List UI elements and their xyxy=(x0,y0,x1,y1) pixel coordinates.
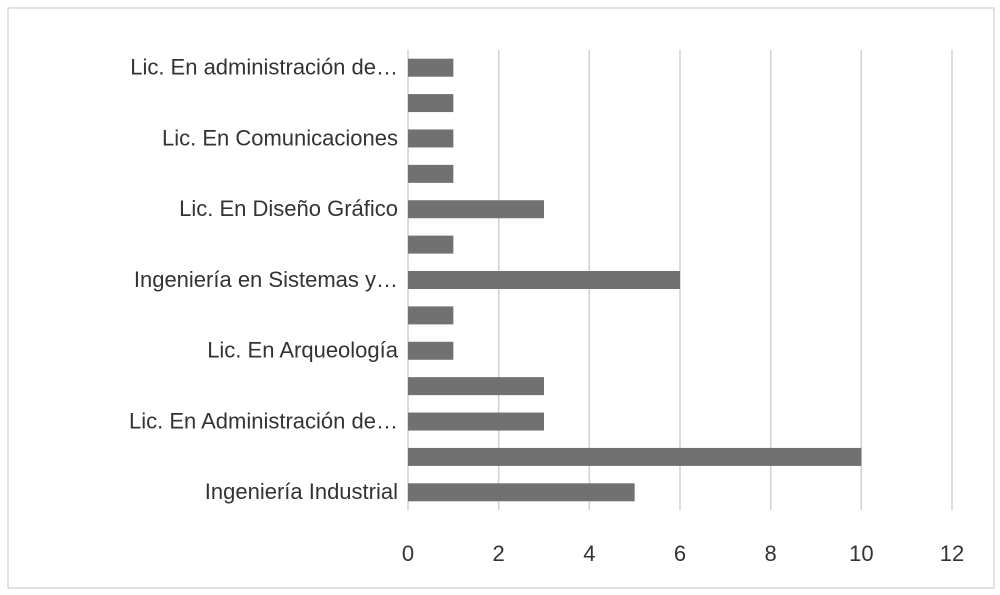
y-tick-label: Lic. En Administración de… xyxy=(129,408,398,433)
x-tick-label: 12 xyxy=(940,541,964,566)
bar xyxy=(408,483,635,502)
y-tick-label: Lic. En administración de… xyxy=(130,55,398,80)
bar xyxy=(408,129,454,148)
x-tick-label: 6 xyxy=(674,541,686,566)
bar xyxy=(408,58,454,77)
bar xyxy=(408,447,862,466)
y-tick-label: Ingeniería en Sistemas y… xyxy=(134,267,398,292)
x-tick-label: 2 xyxy=(493,541,505,566)
x-tick-label: 4 xyxy=(583,541,595,566)
bar xyxy=(408,306,454,325)
y-tick-label: Lic. En Arqueología xyxy=(207,338,399,363)
bar xyxy=(408,271,680,289)
bar xyxy=(408,377,544,396)
bar xyxy=(408,200,544,219)
x-tick-label: 10 xyxy=(849,541,873,566)
bar xyxy=(408,94,454,113)
x-tick-label: 0 xyxy=(402,541,414,566)
bar xyxy=(408,235,454,254)
bar xyxy=(408,164,454,183)
x-tick-label: 8 xyxy=(765,541,777,566)
bar xyxy=(408,412,544,431)
y-tick-label: Lic. En Comunicaciones xyxy=(162,125,398,150)
y-tick-label: Lic. En Diseño Gráfico xyxy=(179,196,398,221)
y-tick-label: Ingeniería Industrial xyxy=(205,479,398,504)
bar xyxy=(408,341,454,360)
